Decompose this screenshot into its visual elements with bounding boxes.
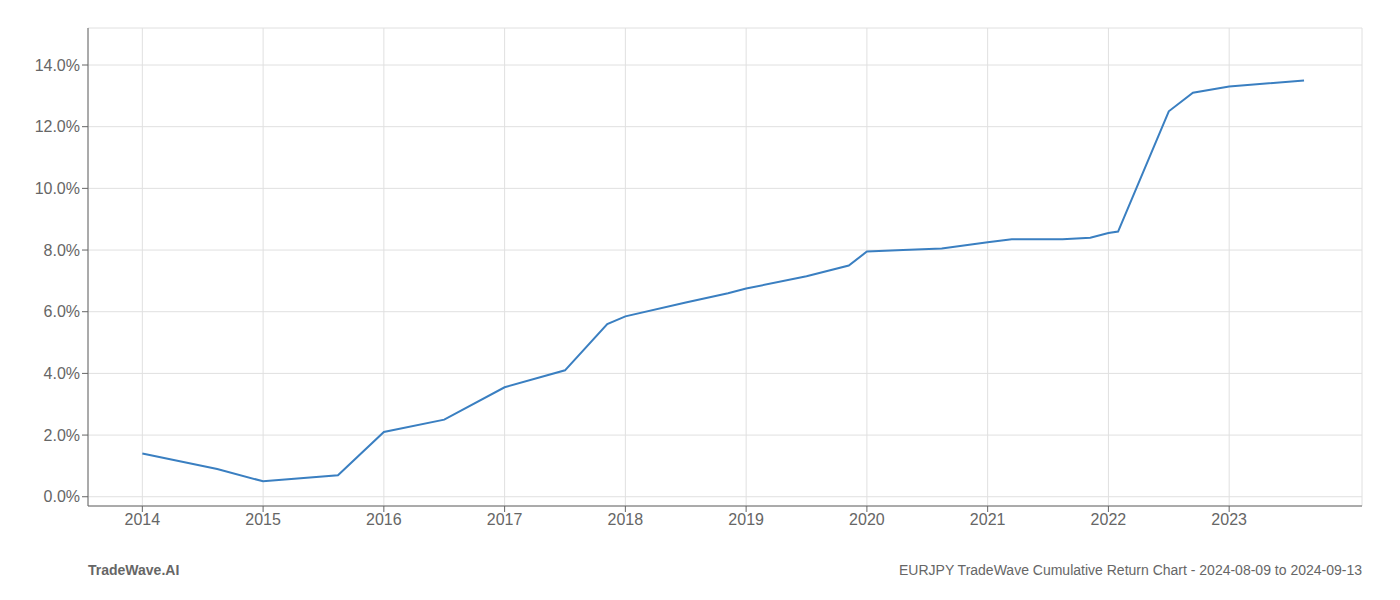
svg-text:2017: 2017 xyxy=(487,511,523,528)
html-text:TradeWave.AI: TradeWave.AI xyxy=(88,562,180,578)
html-text:EURJPY TradeWave Cumulative Re: EURJPY TradeWave Cumulative Return Chart… xyxy=(899,562,1362,578)
svg-text:2022: 2022 xyxy=(1091,511,1127,528)
svg-text:2023: 2023 xyxy=(1211,511,1247,528)
svg-text:2014: 2014 xyxy=(125,511,161,528)
svg-text:12.0%: 12.0% xyxy=(35,118,80,135)
svg-text:2015: 2015 xyxy=(245,511,281,528)
svg-text:2020: 2020 xyxy=(849,511,885,528)
svg-text:8.0%: 8.0% xyxy=(44,242,80,259)
svg-text:2021: 2021 xyxy=(970,511,1006,528)
svg-text:2018: 2018 xyxy=(608,511,644,528)
svg-text:4.0%: 4.0% xyxy=(44,365,80,382)
svg-text:14.0%: 14.0% xyxy=(35,57,80,74)
svg-text:2.0%: 2.0% xyxy=(44,427,80,444)
svg-text:10.0%: 10.0% xyxy=(35,180,80,197)
svg-text:6.0%: 6.0% xyxy=(44,303,80,320)
svg-text:2019: 2019 xyxy=(728,511,764,528)
svg-text:2016: 2016 xyxy=(366,511,402,528)
svg-text:0.0%: 0.0% xyxy=(44,488,80,505)
